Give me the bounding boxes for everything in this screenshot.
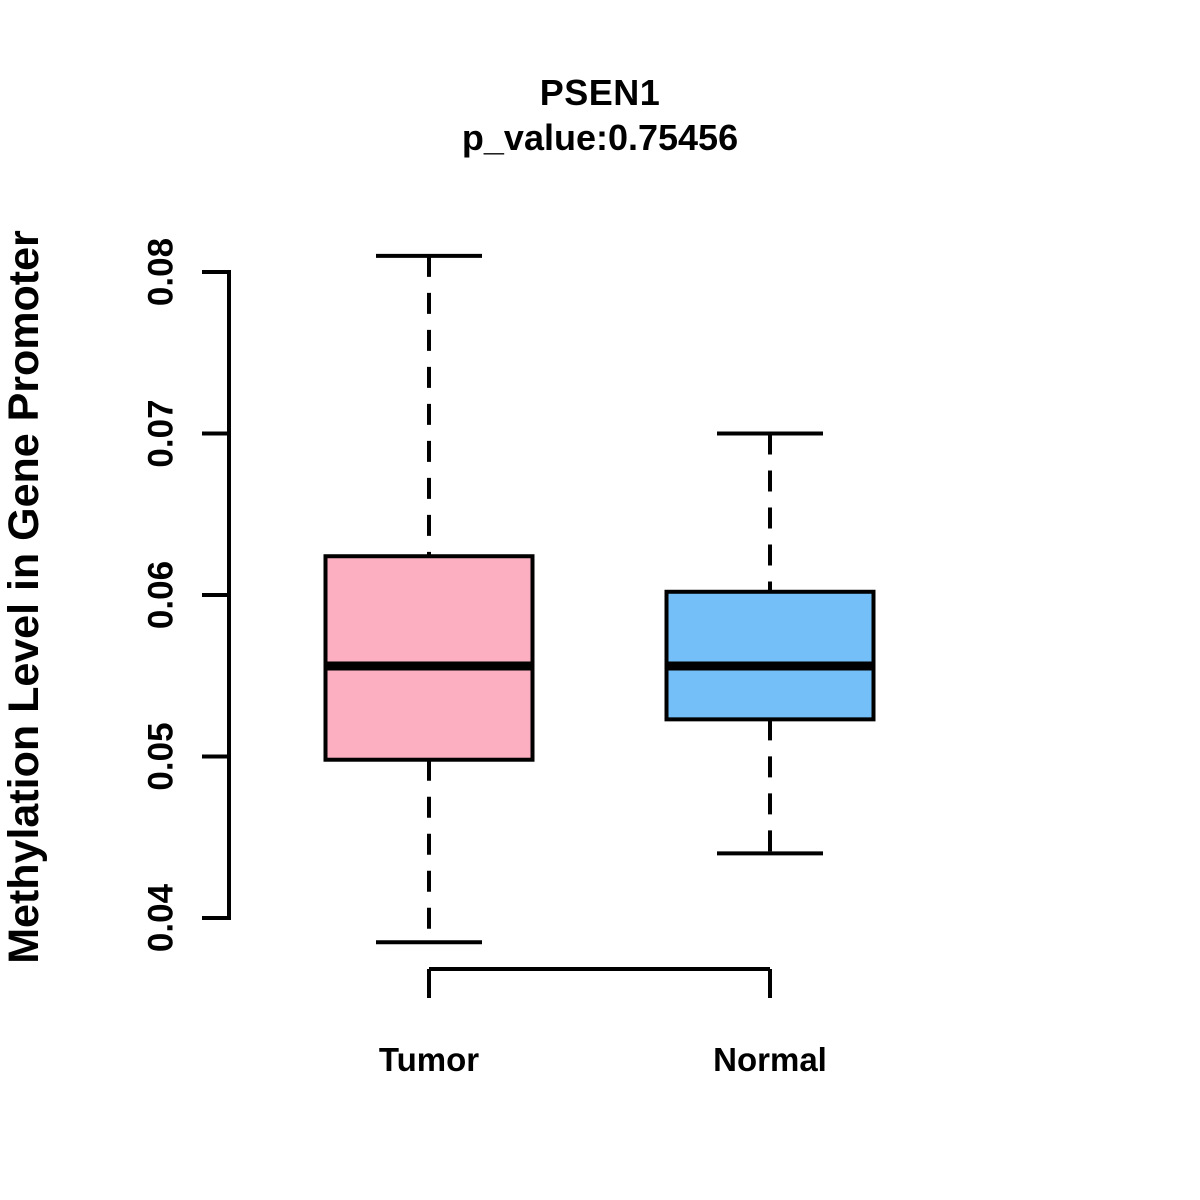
chart-title: PSEN1 bbox=[539, 72, 661, 113]
chart-pvalue-subtitle: p_value:0.75456 bbox=[461, 117, 739, 158]
y-tick-label: 0.05 bbox=[142, 722, 181, 790]
y-axis-title: Methylation Level in Gene Promoter bbox=[0, 230, 48, 964]
tumor-box bbox=[323, 554, 535, 762]
y-tick-label: 0.08 bbox=[142, 238, 181, 306]
y-tick-label: 0.06 bbox=[142, 561, 181, 629]
y-tick-label: 0.07 bbox=[142, 399, 181, 467]
category-label-normal: Normal bbox=[713, 1041, 827, 1078]
y-tick-label: 0.04 bbox=[142, 883, 181, 952]
category-label-tumor: Tumor bbox=[379, 1041, 479, 1078]
normal-box bbox=[664, 589, 876, 722]
